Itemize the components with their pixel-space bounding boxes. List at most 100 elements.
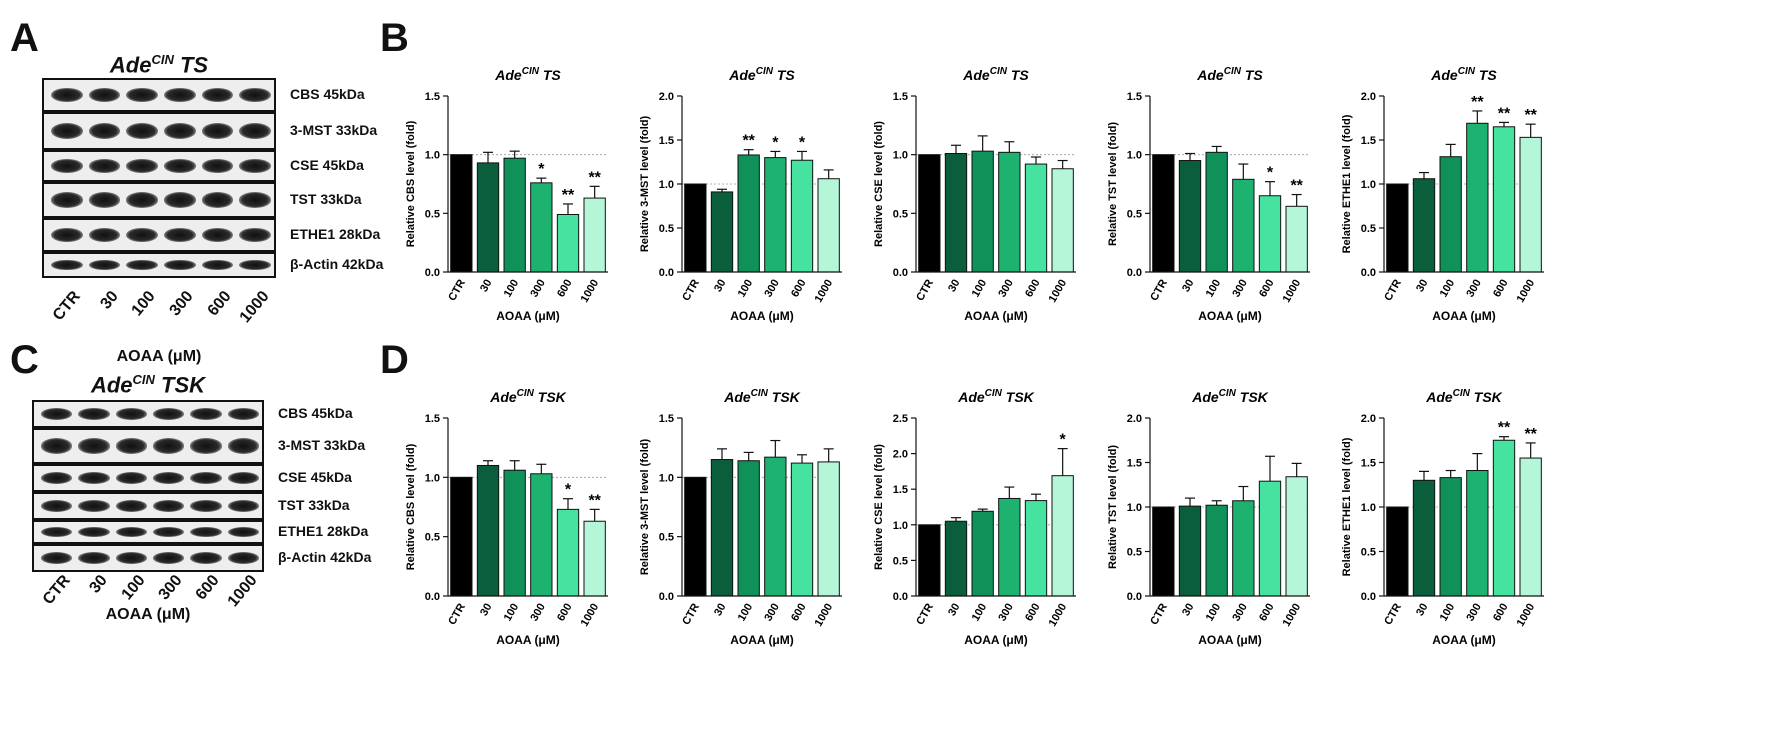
protein-band bbox=[201, 227, 234, 243]
bar bbox=[476, 464, 500, 597]
x-tick-label: 300 bbox=[528, 278, 548, 300]
protein-band bbox=[227, 500, 259, 512]
protein-band bbox=[153, 472, 185, 484]
protein-band bbox=[201, 192, 234, 208]
x-tick-label: CTR bbox=[446, 601, 468, 627]
blot-title-suffix: TSK bbox=[154, 372, 206, 398]
protein-band bbox=[126, 192, 158, 208]
y-tick-label: 2.0 bbox=[659, 91, 674, 103]
protein-band bbox=[153, 438, 185, 454]
protein-band bbox=[78, 438, 110, 454]
protein-band bbox=[201, 87, 234, 103]
y-tick-label: 1.5 bbox=[1127, 91, 1142, 103]
y-tick-label: 0.5 bbox=[1361, 547, 1376, 559]
blot-title-main: Ade bbox=[90, 372, 133, 398]
x-tick-label: 600 bbox=[555, 602, 575, 624]
x-tick-label: 600 bbox=[1257, 278, 1277, 300]
protein-band bbox=[126, 123, 158, 139]
bar bbox=[998, 497, 1021, 597]
x-tick-label: CTR bbox=[1382, 601, 1404, 627]
bar bbox=[764, 157, 787, 273]
x-tick-label: 600 bbox=[1023, 278, 1043, 300]
blot-band-label: CSE 45kDa bbox=[278, 469, 352, 485]
y-axis-label: Relative TST level (fold) bbox=[1107, 122, 1119, 246]
significance-label: * bbox=[772, 134, 779, 151]
y-tick-label: 1.0 bbox=[1127, 150, 1142, 162]
y-tick-label: 1.5 bbox=[425, 91, 440, 103]
protein-band bbox=[115, 472, 147, 484]
blot-band-label: TST 33kDa bbox=[290, 191, 362, 207]
bar bbox=[450, 154, 473, 273]
panel-label-b: B bbox=[380, 16, 409, 60]
x-tick-label: 300 bbox=[762, 602, 782, 624]
protein-band bbox=[239, 123, 271, 139]
blot-title-sup: CIN bbox=[132, 372, 155, 387]
blot-strip bbox=[32, 492, 264, 520]
x-tick-label: 100 bbox=[1438, 278, 1458, 300]
protein-band bbox=[41, 408, 73, 420]
panel-label-d: D bbox=[380, 338, 409, 382]
y-tick-label: 1.5 bbox=[893, 91, 908, 103]
bar bbox=[790, 462, 814, 597]
bar bbox=[1386, 506, 1409, 597]
protein-band bbox=[164, 159, 196, 173]
significance-label: * bbox=[565, 482, 572, 499]
x-axis-label: AOAA (μM) bbox=[730, 633, 794, 647]
protein-band bbox=[51, 123, 83, 139]
bar bbox=[1258, 195, 1282, 273]
protein-band bbox=[239, 159, 271, 173]
x-tick-label: 1000 bbox=[813, 602, 836, 629]
bar bbox=[556, 508, 580, 597]
x-tick-label: 300 bbox=[996, 601, 1016, 623]
y-tick-label: 0.5 bbox=[425, 208, 440, 220]
protein-band bbox=[78, 526, 110, 538]
protein-band bbox=[88, 123, 121, 139]
bar bbox=[1439, 156, 1462, 273]
bar bbox=[790, 159, 814, 273]
y-tick-label: 0.5 bbox=[1127, 208, 1142, 220]
x-tick-label: 30 bbox=[712, 278, 729, 295]
y-tick-label: 1.5 bbox=[893, 484, 908, 496]
blot-band-label: β-Actin 42kDa bbox=[278, 549, 372, 565]
y-tick-label: 0.0 bbox=[659, 267, 674, 279]
x-tick-label: 30 bbox=[1180, 278, 1197, 295]
chart-title: AdeCIN TSK bbox=[957, 388, 1034, 405]
blot-title-main: Ade bbox=[109, 52, 152, 78]
x-tick-label: 100 bbox=[736, 602, 756, 624]
bar bbox=[944, 152, 968, 273]
blot-strip bbox=[42, 182, 276, 218]
significance-label: ** bbox=[588, 492, 601, 509]
protein-band bbox=[51, 192, 83, 208]
y-axis-label: Relative 3-MST level (fold) bbox=[639, 439, 651, 576]
bar bbox=[944, 520, 968, 597]
blot-strip bbox=[42, 218, 276, 252]
y-tick-label: 0.0 bbox=[893, 267, 908, 279]
x-tick-label: CTR bbox=[1382, 277, 1404, 303]
x-tick-label: 30 bbox=[712, 602, 729, 619]
y-tick-label: 1.0 bbox=[1361, 502, 1376, 514]
bar bbox=[583, 197, 606, 273]
bar bbox=[1152, 154, 1175, 273]
protein-band bbox=[41, 552, 73, 564]
y-tick-label: 1.0 bbox=[425, 472, 440, 484]
significance-label: * bbox=[799, 134, 806, 151]
x-tick-label: 100 bbox=[970, 278, 990, 300]
x-tick-label: 600 bbox=[789, 602, 809, 624]
protein-band bbox=[41, 438, 73, 454]
x-tick-label: 300 bbox=[1464, 278, 1484, 300]
y-axis-label: Relative CBS level (fold) bbox=[405, 443, 417, 570]
y-tick-label: 2.5 bbox=[893, 413, 908, 425]
x-tick-label: 30 bbox=[478, 602, 495, 619]
x-tick-label: 1000 bbox=[579, 278, 602, 305]
blot-title-sup: CIN bbox=[151, 52, 174, 67]
bar bbox=[737, 460, 760, 597]
x-tick-label: 300 bbox=[1230, 278, 1250, 300]
chart-title: AdeCIN TS bbox=[1430, 66, 1497, 83]
x-tick-label: 1000 bbox=[1047, 278, 1070, 305]
x-tick-label: 100 bbox=[736, 278, 756, 300]
bar bbox=[684, 476, 707, 597]
y-tick-label: 2.0 bbox=[893, 449, 908, 461]
blot-strip bbox=[32, 400, 264, 428]
significance-label: ** bbox=[1524, 107, 1537, 124]
y-tick-label: 1.0 bbox=[1127, 502, 1142, 514]
